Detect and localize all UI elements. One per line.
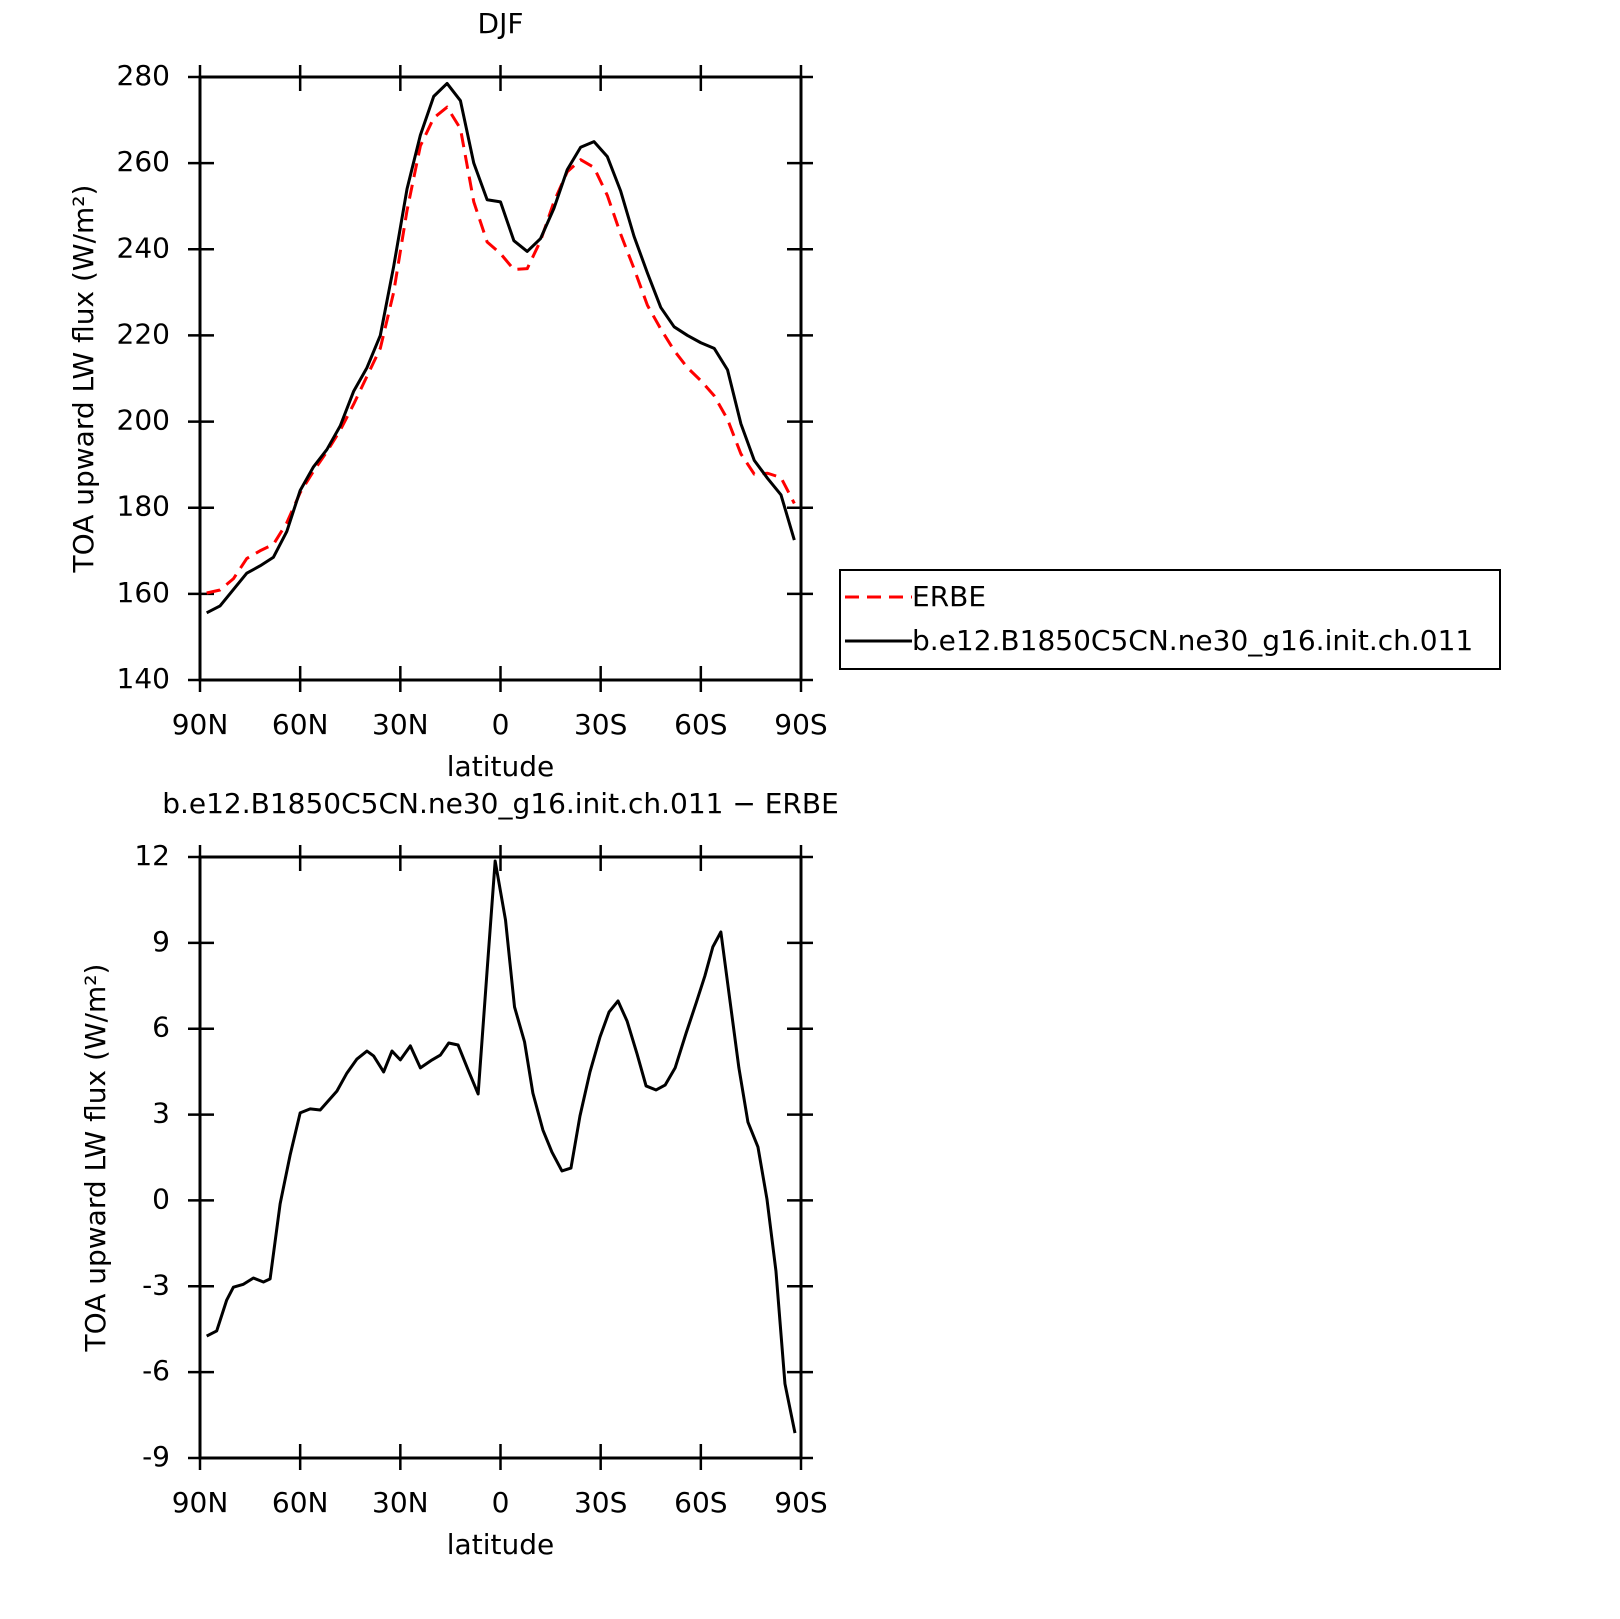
- x-tick-label: 0: [492, 1486, 510, 1519]
- y-tick-label: 9: [152, 925, 170, 958]
- x-tick-label: 60N: [272, 1486, 329, 1519]
- x-axis-label: latitude: [447, 750, 554, 783]
- y-tick-label: -9: [142, 1440, 170, 1473]
- data-line: [206, 105, 796, 595]
- y-tick-label: 280: [117, 59, 170, 92]
- y-tick-label: 140: [117, 662, 170, 695]
- x-tick-label: 30N: [372, 1486, 429, 1519]
- y-axis-label: TOA upward LW flux (W/m²): [79, 964, 112, 1353]
- chart-title: DJF: [478, 7, 524, 40]
- x-tick-label: 30S: [574, 1486, 627, 1519]
- x-tick-label: 90N: [172, 708, 229, 741]
- y-tick-label: 6: [152, 1011, 170, 1044]
- x-tick-label: 90S: [774, 1486, 827, 1519]
- y-tick-label: 260: [117, 145, 170, 178]
- legend-box: [839, 569, 1501, 670]
- x-tick-label: 90N: [172, 1486, 229, 1519]
- chart-title: b.e12.B1850C5CN.ne30_g16.init.ch.011 − E…: [162, 787, 839, 820]
- y-tick-label: 160: [117, 576, 170, 609]
- y-tick-label: 180: [117, 490, 170, 523]
- y-tick-label: 220: [117, 317, 170, 350]
- plot-frame: [198, 855, 803, 1460]
- x-tick-label: 90S: [774, 708, 827, 741]
- data-line: [205, 81, 796, 615]
- x-tick-label: 60N: [272, 708, 329, 741]
- x-tick-label: 60S: [674, 708, 727, 741]
- y-tick-label: -3: [142, 1268, 170, 1301]
- x-tick-label: 0: [492, 708, 510, 741]
- y-tick-label: 12: [134, 839, 170, 872]
- y-tick-label: -6: [142, 1354, 170, 1387]
- plot-frame: [198, 75, 803, 682]
- x-tick-label: 30S: [574, 708, 627, 741]
- y-tick-label: 240: [117, 231, 170, 264]
- y-axis-label: TOA upward LW flux (W/m²): [67, 185, 100, 574]
- y-tick-label: 0: [152, 1182, 170, 1215]
- x-tick-label: 60S: [674, 1486, 727, 1519]
- legend-label: b.e12.B1850C5CN.ne30_g16.init.ch.011: [912, 624, 1473, 657]
- x-tick-label: 30N: [372, 708, 429, 741]
- y-tick-label: 200: [117, 404, 170, 437]
- legend-label: ERBE: [912, 580, 986, 613]
- data-line: [205, 859, 797, 1434]
- x-axis-label: latitude: [447, 1528, 554, 1561]
- y-tick-label: 3: [152, 1097, 170, 1130]
